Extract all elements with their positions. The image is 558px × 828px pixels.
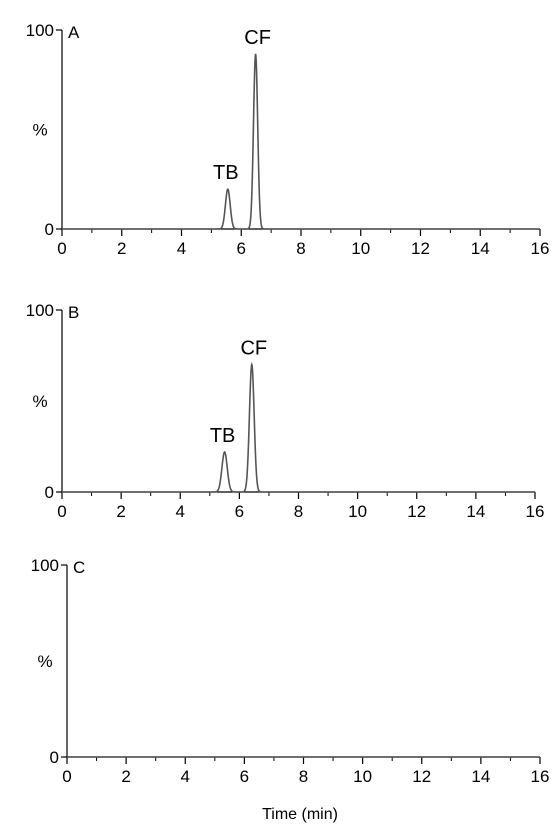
x-tick-label: 16 [526, 502, 545, 521]
x-tick-label: 10 [348, 502, 367, 521]
x-tick-label: 10 [353, 767, 372, 786]
x-tick-label: 4 [176, 502, 185, 521]
y-tick-label: 100 [26, 21, 54, 40]
panel-letter: C [73, 558, 85, 577]
x-tick-label: 6 [240, 767, 249, 786]
y-tick-label: 100 [26, 301, 54, 320]
x-tick-label: 16 [531, 767, 550, 786]
x-tick-label: 8 [299, 767, 308, 786]
x-tick-label: 14 [471, 767, 490, 786]
peak-label-tb: TB [210, 425, 236, 447]
peak-label-cf: CF [244, 27, 271, 49]
panel-letter: A [68, 23, 80, 42]
x-tick-label: 6 [237, 239, 246, 258]
peak-label-tb: TB [213, 162, 239, 184]
x-tick-label: 10 [351, 239, 370, 258]
x-tick-label: 4 [181, 767, 190, 786]
x-tick-label: 12 [407, 502, 426, 521]
y-tick-label: 0 [45, 220, 54, 239]
panel-b: 0 100% B 0 2 4 6 8 10 12 14 16 TB CF [26, 301, 545, 521]
x-tick-label: 0 [62, 767, 71, 786]
x-tick-label: 0 [57, 239, 66, 258]
x-tick-label: 12 [411, 239, 430, 258]
x-tick-label: 0 [57, 502, 66, 521]
chromatogram-trace [62, 361, 535, 493]
x-tick-label: 6 [235, 502, 244, 521]
x-tick-label: 14 [466, 502, 485, 521]
y-tick-label: 0 [45, 483, 54, 502]
peak-label-cf: CF [240, 338, 267, 360]
y-axis-label: % [37, 652, 52, 671]
x-tick-label: 2 [116, 502, 125, 521]
x-tick-label: 14 [471, 239, 490, 258]
x-tick-label: 2 [121, 767, 130, 786]
panel-a: 0 100% A 0 2 4 6 8 10 12 14 16 TB CF [26, 21, 550, 258]
x-tick-label: 8 [294, 502, 303, 521]
x-tick-label: 12 [412, 767, 431, 786]
chromatogram-trace [62, 53, 540, 230]
panel-c: 0 100% C 0 2 4 6 8 10 12 14 16 [31, 556, 550, 786]
x-tick-label: 2 [117, 239, 126, 258]
x-tick-label: 16 [531, 239, 550, 258]
y-axis-label: % [32, 392, 47, 411]
y-tick-label: 0 [50, 748, 59, 767]
y-tick-label: 100 [31, 556, 59, 575]
panel-letter: B [68, 303, 79, 322]
x-tick-label: 4 [177, 239, 186, 258]
y-axis-label: % [32, 121, 47, 140]
x-axis-title: Time (min) [262, 806, 338, 823]
x-tick-label: 8 [296, 239, 305, 258]
